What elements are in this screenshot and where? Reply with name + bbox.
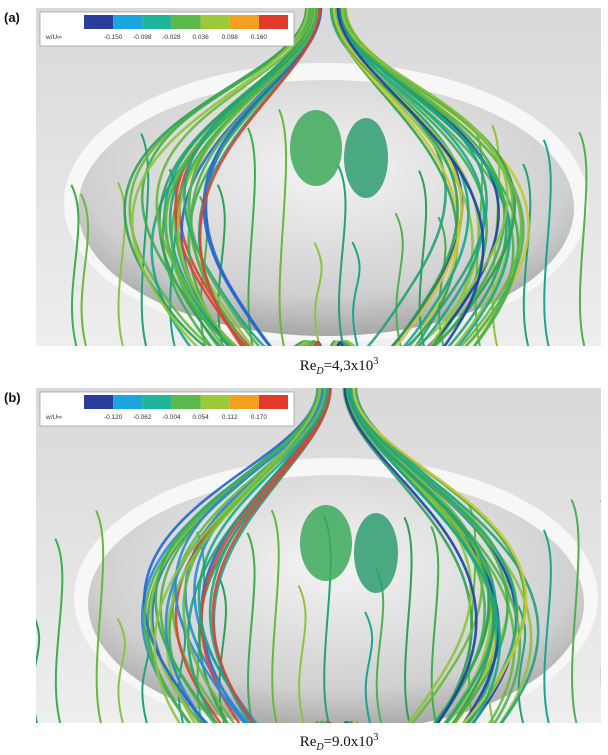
panel-label: (a)	[4, 10, 20, 25]
figure: w/U∞ -0.150 -0.098 -0.028 0.036 0.098 0.160 (a…	[0, 0, 608, 755]
colorbar-tick-label: 0.098	[222, 34, 239, 41]
panel-b: w/U∞ -0.120 -0.062 -0.004 0.054 0.112 0.170 (b…	[0, 388, 608, 755]
caption: ReD=9.0x103	[0, 732, 608, 753]
colorbar-segment	[113, 395, 142, 409]
colorbar-segment	[230, 395, 259, 409]
colorbar-tick-label: -0.120	[104, 414, 123, 421]
caption-text: =4,3x10	[324, 358, 374, 374]
vortex-core	[300, 505, 352, 581]
vortex-core	[354, 513, 398, 593]
caption-superscript: 3	[373, 356, 378, 367]
colorbar-segment	[142, 15, 171, 29]
colorbar-tick-label: 0.170	[251, 414, 268, 421]
panel-a: w/U∞ -0.150 -0.098 -0.028 0.036 0.098 0.160 (a…	[0, 8, 608, 388]
caption-superscript: 3	[373, 732, 378, 743]
caption-text: =9.0x10	[324, 734, 374, 750]
vortex-core	[344, 118, 388, 198]
colorbar-title: w/U∞	[45, 34, 62, 41]
colorbar-tick-label: 0.036	[192, 34, 209, 41]
colorbar-segment	[113, 15, 142, 29]
colorbar-segment	[259, 395, 288, 409]
colorbar-tick-label: -0.028	[162, 34, 181, 41]
colorbar-segment	[84, 15, 113, 29]
colorbar-segment	[259, 15, 288, 29]
panel-label: (b)	[4, 390, 21, 405]
streamline-render: w/U∞ -0.120 -0.062 -0.004 0.054 0.112 0.170	[36, 388, 601, 723]
colorbar-segment	[171, 395, 200, 409]
colorbar-tick-label: 0.054	[192, 414, 209, 421]
colorbar-tick-label: -0.062	[133, 414, 152, 421]
colorbar-segment	[201, 395, 230, 409]
colorbar-tick-label: -0.004	[162, 414, 181, 421]
vortex-core	[290, 110, 342, 186]
caption-base: Re	[300, 358, 317, 374]
colorbar-tick-label: 0.160	[251, 34, 268, 41]
colorbar-tick-label: -0.098	[133, 34, 152, 41]
colorbar-segment	[201, 15, 230, 29]
caption-subscript: D	[316, 366, 323, 377]
colorbar-segment	[142, 395, 171, 409]
colorbar-segment	[84, 395, 113, 409]
colorbar-title: w/U∞	[45, 414, 62, 421]
caption: ReD=4,3x103	[0, 356, 608, 377]
streamline-render: w/U∞ -0.150 -0.098 -0.028 0.036 0.098 0.160	[36, 8, 601, 346]
colorbar-tick-label: -0.150	[104, 34, 123, 41]
caption-base: Re	[300, 734, 317, 750]
colorbar-tick-label: 0.112	[222, 414, 238, 421]
colorbar-segment	[230, 15, 259, 29]
caption-subscript: D	[316, 742, 323, 753]
colorbar-segment	[171, 15, 200, 29]
